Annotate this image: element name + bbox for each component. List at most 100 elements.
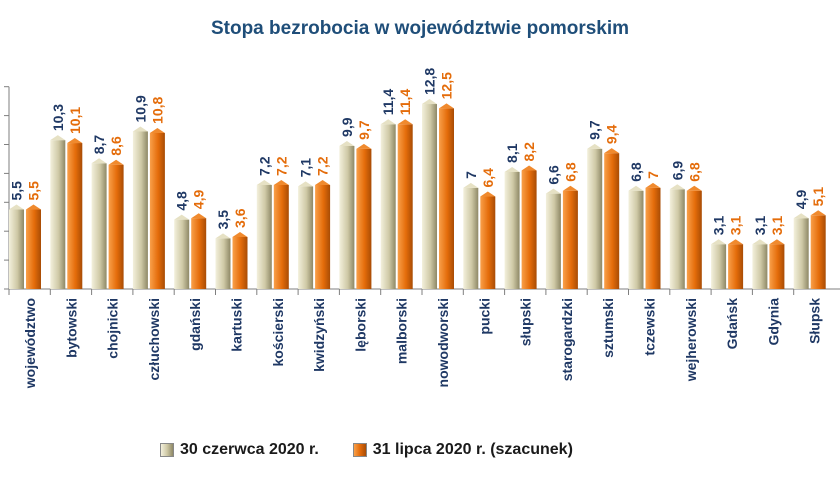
bar-cap [273,179,289,185]
x-tick-label: malborski [394,298,410,364]
bar [315,184,331,289]
data-label: 7 [463,171,479,179]
x-tick-label: pucki [476,298,492,335]
data-label: 3,5 [215,210,231,230]
data-label: 5,1 [810,187,826,207]
data-label: 6,4 [480,168,496,188]
x-tick-label: wejherowski [683,298,699,382]
data-label: 11,4 [380,89,396,116]
legend-item-july: 31 lipca 2020 r. (szacunek) [352,441,573,459]
bar-cap [339,140,355,146]
bar [298,186,314,289]
bar-cap [380,119,396,125]
bar-cap [810,210,826,216]
bar [504,171,520,289]
bar [91,163,107,289]
bar-cap [521,165,537,171]
x-tick-label: Gdańsk [724,298,740,350]
bar-cap [397,119,413,125]
bar-cap [628,185,644,191]
bar [480,196,496,289]
bar-cap [752,239,768,245]
bar [380,124,396,290]
data-label: 10,8 [149,96,165,123]
bar [669,189,685,289]
bar [256,184,272,289]
x-tick-label: województwo [22,298,38,389]
x-tick-label: lęborski [352,298,368,352]
legend-label-june: 30 czerwca 2020 r. [180,441,319,458]
bar-cap [26,204,41,210]
bar [439,108,454,289]
data-label: 6,6 [545,165,561,185]
x-tick-label: starogardzki [559,298,575,381]
data-label: 8,2 [521,142,537,162]
bar [463,187,479,289]
bar [604,153,620,289]
bar [339,145,355,289]
bar-cap [232,231,248,237]
bar-cap [669,184,685,190]
x-tick-label: kwidzyński [311,298,327,372]
data-label: 6,8 [686,162,702,182]
bar [810,215,826,289]
data-label: 8,6 [108,136,124,156]
bar [356,148,372,289]
bar-cap [256,179,272,185]
bar-cap [504,166,520,172]
data-label: 9,9 [339,117,355,137]
data-label: 4,9 [191,190,207,210]
bar-group [9,99,826,290]
data-label: 3,1 [769,216,785,236]
bar-cap [604,148,620,154]
x-tick-label: Słupsk [807,298,823,344]
bar-cap [562,185,578,191]
data-label: 7 [645,171,661,179]
data-label: 3,1 [711,216,727,236]
bar [108,164,124,289]
bar [149,132,165,289]
bar [686,190,702,289]
bar-cap [356,143,372,149]
data-label: 4,8 [174,191,190,211]
data-label: 7,2 [256,156,272,176]
bar-cap [315,179,331,185]
data-label: 5,5 [9,181,25,201]
data-label: 10,9 [132,95,148,122]
bar-cap [463,182,479,188]
legend-swatch-june [160,443,174,457]
bar [769,244,785,289]
bar [628,190,644,289]
bar-cap [645,182,661,188]
bar [132,131,148,289]
x-tick-label: Gdynia [765,298,781,346]
bar [174,219,190,289]
bar-cap [686,185,702,191]
bar [545,193,561,289]
bar [397,124,413,290]
data-label: 8,7 [91,135,107,155]
x-tick-label: bytowski [63,298,79,358]
bar [752,244,768,289]
bar-cap [67,138,83,144]
data-label: 10,3 [50,104,66,131]
x-tick-label: człuchowski [146,298,162,380]
bar-cap [422,99,437,105]
bar [9,209,24,289]
bar [232,236,248,289]
bar-cap [9,204,24,210]
bar [26,209,41,289]
x-tick-label: sztumski [600,298,616,358]
data-label: 9,4 [604,124,620,144]
data-label: 3,1 [752,216,768,236]
data-label: 6,8 [628,162,644,182]
data-label: 9,7 [587,120,603,140]
data-label: 12,8 [422,68,438,95]
data-label: 11,4 [397,89,413,116]
bar-cap [711,239,727,245]
bar [562,190,578,289]
bar-cap [50,135,66,141]
bar-cap [215,233,231,239]
bar-cap [91,158,107,164]
